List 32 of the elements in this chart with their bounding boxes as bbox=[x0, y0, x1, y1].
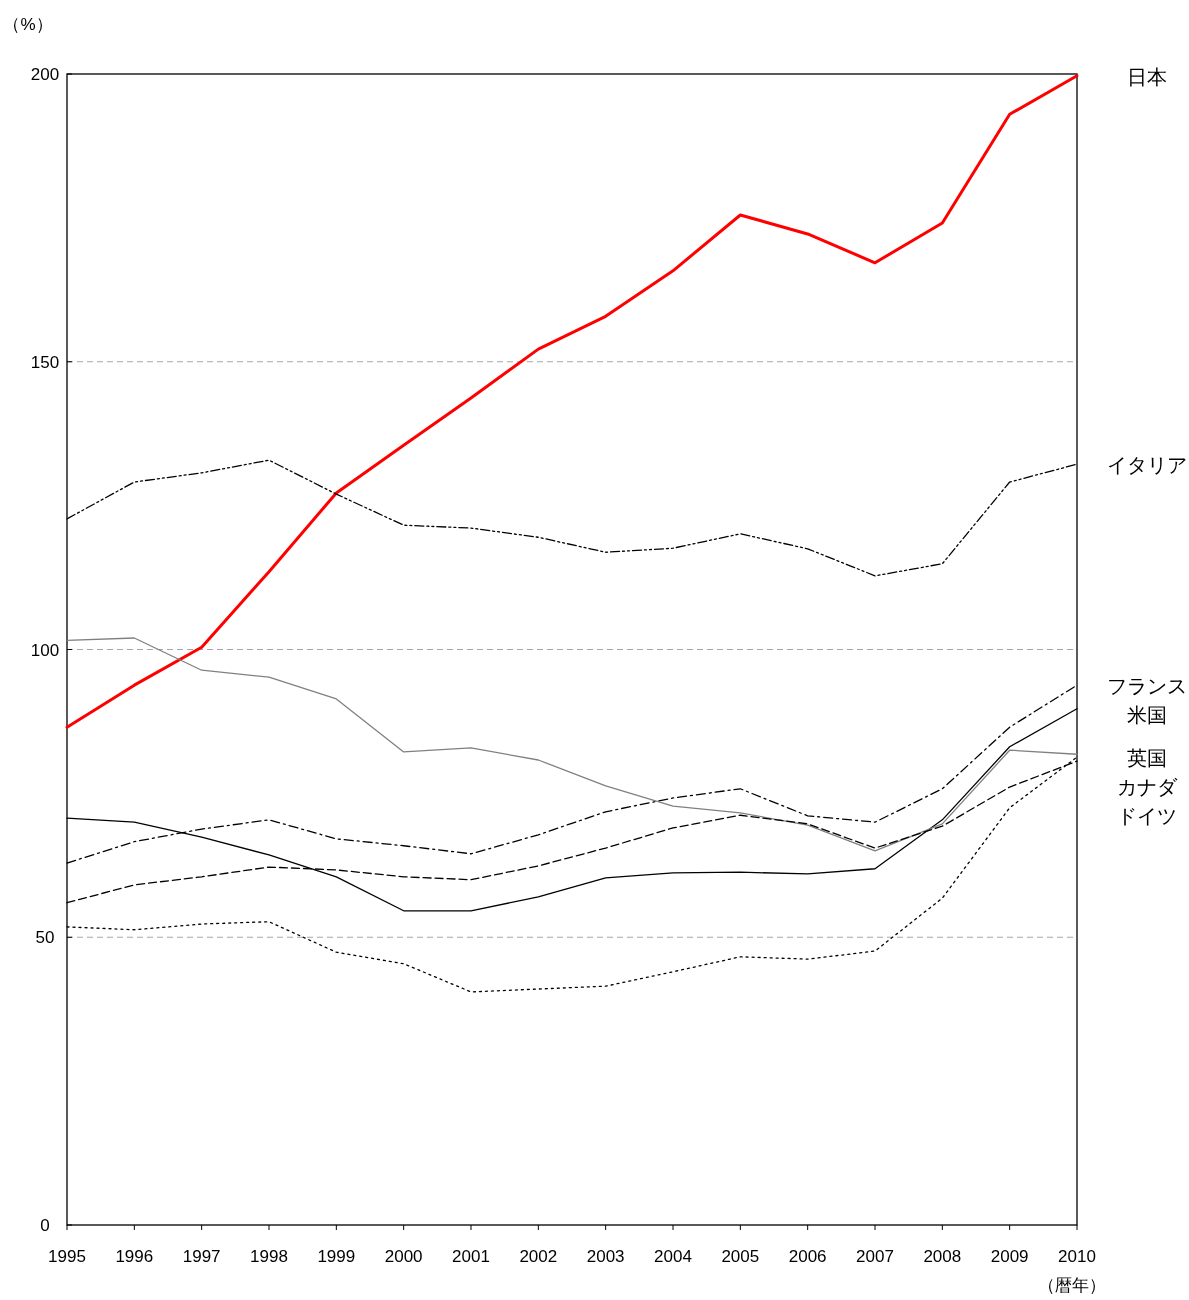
x-tick-label: 1998 bbox=[250, 1247, 288, 1266]
x-tick-label: 1996 bbox=[115, 1247, 154, 1266]
text: 日本 bbox=[1127, 65, 1167, 88]
x-tick-label: 2003 bbox=[586, 1247, 625, 1266]
y-tick-label: 100 bbox=[30, 640, 60, 660]
x-tick-label: 1997 bbox=[182, 1247, 221, 1266]
x-tick-label: 2001 bbox=[452, 1247, 490, 1266]
x-tick-label: 2005 bbox=[721, 1247, 760, 1266]
x-tick-label: 2006 bbox=[788, 1247, 827, 1266]
y-tick-label: 0 bbox=[40, 1216, 50, 1235]
y-tick-label: 200 bbox=[30, 65, 60, 84]
x-tick-label: 2000 bbox=[384, 1247, 423, 1266]
x-tick-label: 2007 bbox=[856, 1247, 894, 1266]
x-tick-label: 2002 bbox=[519, 1247, 558, 1266]
text: 英国 bbox=[1127, 747, 1167, 770]
text: 米国 bbox=[1127, 704, 1167, 727]
x-tick-label: 1995 bbox=[48, 1247, 86, 1266]
text: ドイツ bbox=[1117, 805, 1177, 828]
text: カナダ bbox=[1117, 776, 1178, 799]
line-series bbox=[65, 74, 1079, 729]
y-tick-label: 150 bbox=[30, 352, 60, 372]
y-axis-title: （%） bbox=[3, 15, 53, 34]
x-tick-label: 2008 bbox=[923, 1247, 962, 1266]
x-axis-title: （暦年） bbox=[1038, 1276, 1106, 1295]
x-tick-label: 1999 bbox=[317, 1247, 356, 1266]
series-label: イタリア bbox=[1107, 454, 1187, 477]
line-series bbox=[66, 637, 1078, 852]
x-tick-label: 2004 bbox=[654, 1247, 692, 1266]
y-tick-label: 50 bbox=[35, 928, 55, 948]
x-tick-label: 2009 bbox=[990, 1247, 1029, 1266]
x-tick-label: 2010 bbox=[1058, 1247, 1096, 1266]
series-label: フランス bbox=[1107, 675, 1187, 698]
